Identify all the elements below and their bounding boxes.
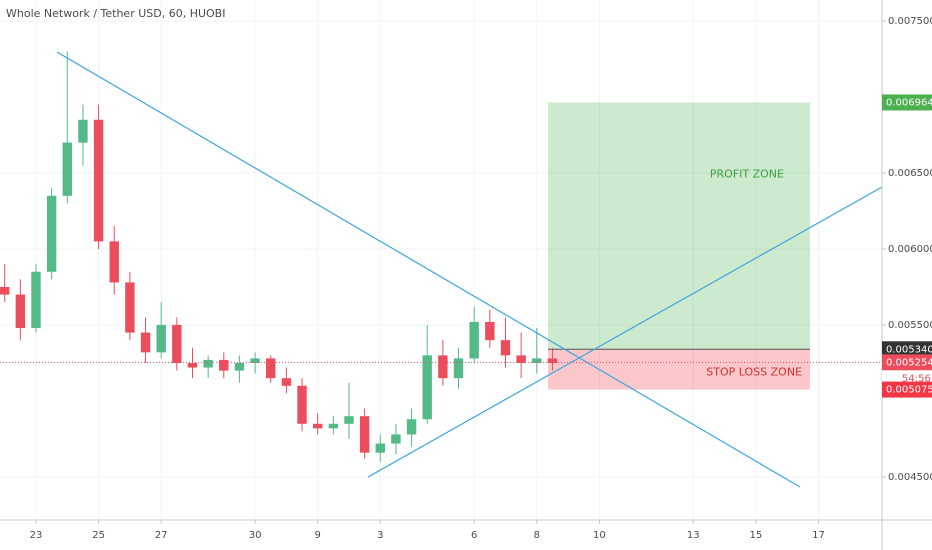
candle-body <box>312 423 323 429</box>
countdown: 54:56 <box>902 373 931 384</box>
candle-body <box>500 340 511 356</box>
candle-body <box>391 434 401 444</box>
x-tick-label: 17 <box>812 530 825 541</box>
price-label: 0.005075 <box>886 385 932 396</box>
candle-body <box>359 416 370 453</box>
x-tick-label: 25 <box>92 530 105 541</box>
candle-body <box>187 362 198 368</box>
candle-body <box>547 358 558 363</box>
x-tick-label: 8 <box>534 530 540 541</box>
candle-body <box>485 321 495 341</box>
price-label: 0.006964 <box>886 97 932 108</box>
candle-body <box>516 355 526 363</box>
candle-body <box>344 416 354 424</box>
candle-body <box>469 321 479 359</box>
candle-body <box>250 358 260 363</box>
y-tick-label: 0.007500 <box>888 16 932 27</box>
candle-body <box>219 359 229 371</box>
y-tick-label: 0.006500 <box>888 168 932 179</box>
y-tick-label: 0.005500 <box>888 320 932 331</box>
candle-body <box>172 324 182 363</box>
x-tick-label: 6 <box>471 530 477 541</box>
candle-body <box>109 241 119 283</box>
candle-body <box>375 443 385 453</box>
trendline <box>56 51 801 488</box>
x-tick-label: 3 <box>377 530 383 541</box>
candle-body <box>156 324 166 353</box>
candle-body <box>422 355 432 420</box>
candle-body <box>0 286 10 295</box>
candle-body <box>297 385 307 424</box>
price-label-box <box>882 341 932 358</box>
y-tick-label: 0.006000 <box>888 244 932 255</box>
stop-zone <box>548 349 811 390</box>
candle-body <box>46 195 57 272</box>
profit-label: PROFIT ZONE <box>710 167 784 180</box>
candle-body <box>203 359 213 368</box>
candle-body <box>406 419 417 435</box>
x-tick-label: 13 <box>687 530 700 541</box>
candle-body <box>93 119 104 242</box>
candle-body <box>31 271 41 329</box>
candle-body <box>15 294 26 329</box>
y-tick-label: 0.004500 <box>888 472 932 483</box>
candle-body <box>453 358 464 379</box>
price-label-box <box>882 354 932 371</box>
profit-zone <box>548 102 811 350</box>
x-tick-label: 15 <box>749 530 762 541</box>
price-label: 0.005340 <box>886 344 932 355</box>
x-tick-label: 10 <box>593 530 606 541</box>
candle-body <box>125 282 135 333</box>
trendline <box>367 186 883 478</box>
x-tick-label: 27 <box>155 530 168 541</box>
plot-area: PROFIT ZONE STOP LOSS ZONE <box>0 0 883 520</box>
price-label-box <box>882 94 932 111</box>
x-tick-label: 30 <box>249 530 262 541</box>
x-tick-label: 9 <box>314 530 320 541</box>
candle-body <box>281 378 292 386</box>
candle-body <box>266 358 276 379</box>
candle-body <box>62 142 72 196</box>
candle-body <box>438 355 448 379</box>
stop-label: STOP LOSS ZONE <box>706 365 802 378</box>
candle-body <box>140 332 151 353</box>
candle-body <box>532 358 542 363</box>
price-label-box <box>882 381 932 398</box>
price-label: 0.005254 <box>886 357 932 368</box>
candle-body <box>328 423 339 429</box>
chart-title: Whole Network / Tether USD, 60, HUOBI <box>6 7 225 20</box>
x-tick-label: 23 <box>30 530 43 541</box>
candle-body <box>234 362 245 371</box>
candle-body <box>78 119 88 143</box>
